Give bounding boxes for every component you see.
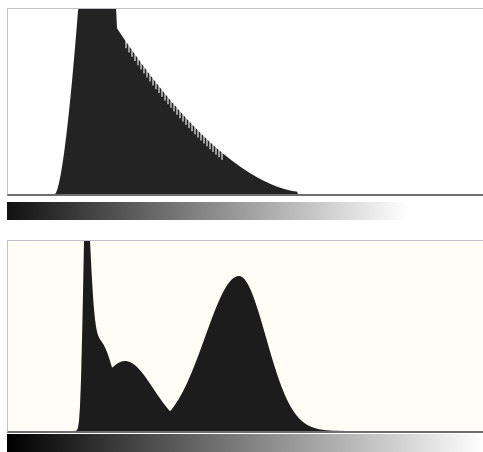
histogram-bottom-plot — [7, 240, 483, 433]
histogram-top-frame — [7, 8, 483, 196]
tonal-gradient-bar-top — [7, 202, 483, 220]
histogram-top-plot — [7, 8, 483, 196]
histogram-top-area — [7, 8, 483, 194]
tonal-gradient-bar-bottom — [7, 434, 483, 452]
histogram-bottom — [7, 240, 483, 433]
histogram-bottom-area — [7, 240, 483, 431]
histogram-bottom-frame — [7, 240, 483, 433]
histogram-top — [7, 8, 483, 196]
